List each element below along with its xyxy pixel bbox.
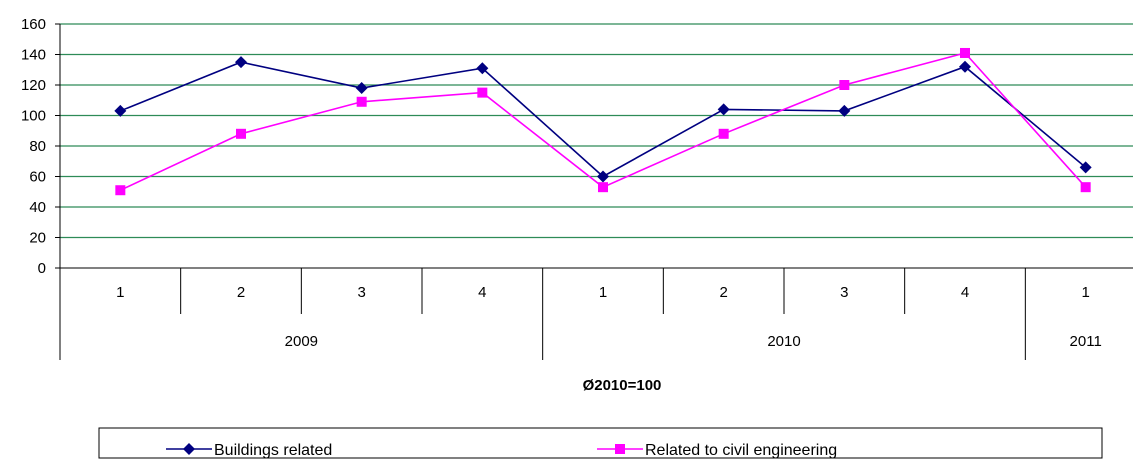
x-tick-label-year: 2009 — [285, 333, 318, 350]
y-tick-label: 20 — [29, 230, 46, 247]
x-tick-label-quarter: 2 — [719, 284, 727, 301]
data-point — [1079, 161, 1092, 174]
legend-box — [98, 427, 1103, 459]
series-line — [120, 61, 1087, 178]
y-tick-label: 120 — [21, 77, 46, 94]
data-point — [717, 103, 730, 116]
legend-label: Related to civil engineering — [645, 442, 837, 459]
data-point — [114, 104, 127, 117]
x-tick-label-quarter: 1 — [116, 284, 124, 301]
x-tick-label-quarter: 1 — [1081, 284, 1089, 301]
gridlines — [60, 23, 1133, 239]
y-tick-label: 100 — [21, 108, 46, 125]
series-line — [119, 52, 1087, 191]
data-point — [839, 80, 850, 90]
data-point — [959, 60, 971, 73]
y-tick-label: 140 — [21, 47, 46, 64]
x-axis-title: Ø2010=100 — [583, 377, 662, 394]
data-point — [598, 182, 608, 193]
axes: 0 20 40 60 80 100 120 140 160 1 2 3 4 1 2 3 4 1 2009 2010 20… — [21, 16, 1133, 360]
legend-diamond-marker — [183, 443, 195, 455]
data-point — [355, 82, 368, 95]
y-tick-label: 40 — [29, 199, 46, 216]
legend-label: Buildings related — [214, 442, 332, 459]
x-tick-label-year: 2011 — [1070, 333, 1102, 350]
x-tick-label-quarter: 1 — [599, 284, 607, 301]
x-tick-label-quarter: 3 — [357, 284, 365, 301]
y-tick-label: 0 — [38, 260, 46, 277]
series — [114, 47, 1092, 196]
y-tick-label: 60 — [29, 169, 46, 186]
data-point — [236, 128, 246, 139]
x-tick-label-quarter: 2 — [237, 284, 245, 301]
series-buildings-related — [114, 56, 1092, 183]
data-point — [1080, 182, 1091, 193]
legend-square-marker — [615, 444, 625, 454]
x-tick-label-quarter: 3 — [840, 284, 848, 301]
data-point — [477, 87, 488, 98]
data-point — [476, 62, 489, 75]
data-point — [356, 96, 367, 107]
legend: Buildings related Related to civil engine… — [98, 427, 1103, 459]
data-point — [115, 185, 126, 196]
x-tick-label-quarter: 4 — [478, 284, 486, 301]
data-point — [960, 47, 970, 58]
x-tick-label-year: 2010 — [767, 333, 800, 350]
y-tick-label: 160 — [21, 16, 46, 33]
data-point — [597, 170, 609, 183]
data-point — [838, 104, 851, 117]
series-civil-engineering — [115, 47, 1091, 196]
data-point — [235, 56, 247, 69]
data-point — [718, 128, 729, 139]
y-tick-label: 80 — [29, 138, 46, 155]
x-tick-label-quarter: 4 — [961, 284, 969, 301]
